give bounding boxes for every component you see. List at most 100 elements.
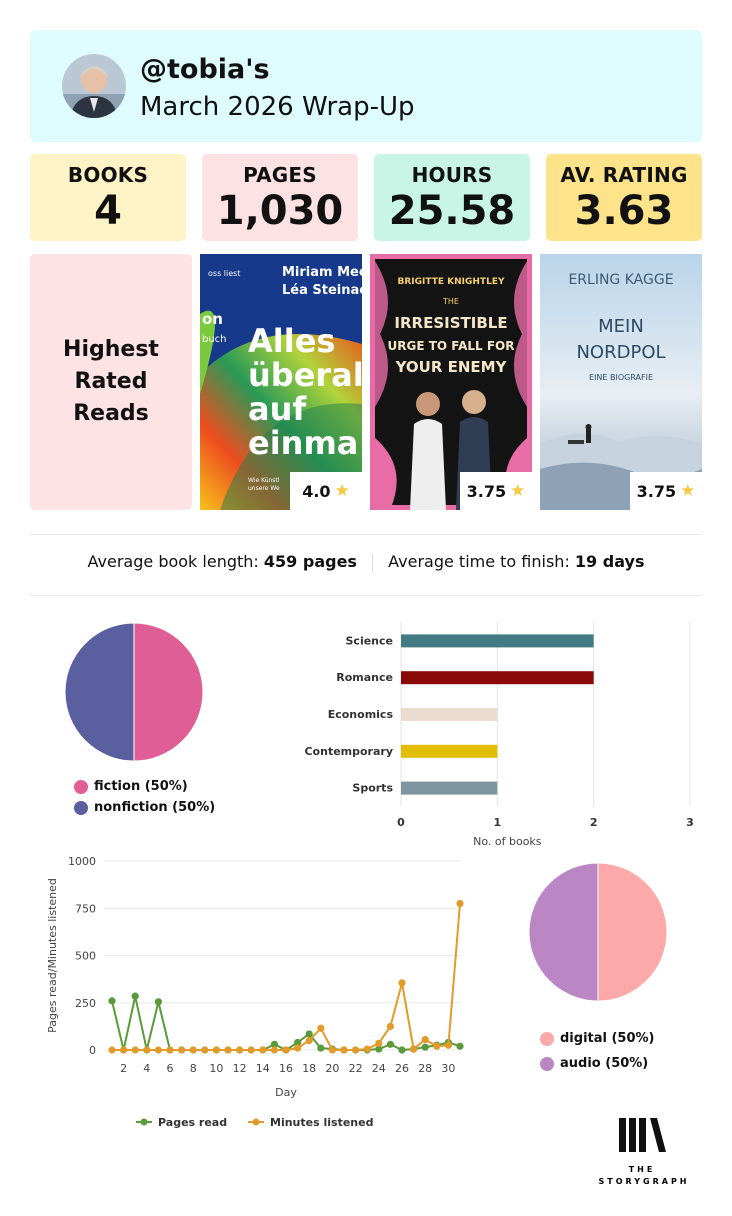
bar-category-label: Contemporary <box>304 745 393 758</box>
divider <box>30 595 702 596</box>
cover-author-1: Miriam Mec <box>282 265 362 280</box>
stat-pages: PAGES 1,030 <box>202 154 358 241</box>
fiction-pie-chart <box>64 622 204 762</box>
legend-dot <box>540 1056 554 1071</box>
line-point <box>375 1039 383 1047</box>
cover-side: on <box>202 310 223 328</box>
book-rating-value: 3.75 <box>636 481 677 501</box>
line-x-tick-label: 12 <box>233 1062 247 1075</box>
stat-hours: HOURS 25.58 <box>374 154 530 241</box>
fiction-pie-slice-1 <box>64 622 135 762</box>
cover-author: ERLING KAGGE <box>568 272 673 288</box>
stat-label: AV. RATING <box>560 163 688 187</box>
line-y-axis-label: Pages read/Minutes listened <box>46 878 59 1033</box>
line-point <box>328 1046 336 1054</box>
avatar[interactable] <box>62 54 126 118</box>
avg-time-value: 19 days <box>574 552 645 571</box>
star-icon: ★ <box>334 481 350 501</box>
cover-author: BRIGITTE KNIGHTLEY <box>398 277 505 287</box>
stat-value: 1,030 <box>216 188 344 234</box>
line-x-tick-label: 10 <box>209 1062 223 1075</box>
line-point <box>317 1044 325 1052</box>
stat-label: HOURS <box>411 163 493 187</box>
line-point <box>189 1046 197 1054</box>
bar-economics <box>401 708 498 721</box>
legend-dot <box>74 800 88 815</box>
cover-corner: oss liest <box>208 269 240 278</box>
line-point <box>294 1038 302 1047</box>
book-rating-value: 4.0 <box>302 481 331 501</box>
legend-label: fiction (50%) <box>94 779 188 794</box>
line-x-tick-label: 28 <box>418 1062 432 1075</box>
line-legend-label: Minutes listened <box>270 1116 373 1129</box>
book-rating-badge: 3.75 ★ <box>630 472 702 510</box>
book-cover-3[interactable]: ERLING KAGGE MEIN NORDPOL EINE BIOGRAFIE… <box>540 254 702 510</box>
line-x-tick-label: 30 <box>441 1062 455 1075</box>
line-x-tick-label: 18 <box>302 1062 316 1075</box>
book-cover-2[interactable]: BRIGITTE KNIGHTLEY THE IRRESISTIBLE URGE… <box>370 254 532 510</box>
cover-title-1: MEIN <box>598 316 644 337</box>
line-legend-marker <box>252 1118 260 1126</box>
line-point <box>317 1024 325 1032</box>
line-point <box>433 1042 441 1050</box>
line-point <box>410 1045 418 1053</box>
line-legend-label: Pages read <box>158 1116 227 1129</box>
legend-label: nonfiction (50%) <box>94 800 216 815</box>
book-cover-art-2: BRIGITTE KNIGHTLEY THE IRRESISTIBLE URGE… <box>370 254 532 510</box>
highest-rated-heading: Highest Rated Reads <box>30 254 192 510</box>
bar-sports <box>401 781 498 795</box>
cover-title-2: URGE TO FALL FOR <box>388 339 515 353</box>
cover-title-3: YOUR ENEMY <box>395 358 508 376</box>
line-point <box>143 1046 151 1054</box>
line-point <box>282 1046 290 1054</box>
wrap-up-title: March 2026 Wrap-Up <box>140 92 415 122</box>
format-pie-chart <box>528 862 668 1002</box>
line-point <box>421 1036 429 1044</box>
line-point <box>421 1043 429 1051</box>
bar-tick-label: 3 <box>686 816 694 829</box>
legend-dot <box>74 779 88 794</box>
bar-tick-label: 1 <box>494 816 502 829</box>
bar-category-label: Economics <box>328 708 394 721</box>
line-point <box>305 1036 313 1045</box>
cover-article: THE <box>442 297 459 306</box>
book-cover-1[interactable]: oss liest Miriam Mec Léa Steinac on buch… <box>200 254 362 510</box>
genre-bar-chart: 0 1 2 3 Science Romance Economics Contemporary S… <box>304 622 694 848</box>
stat-label: BOOKS <box>67 163 149 187</box>
line-point <box>131 1046 139 1054</box>
bar-category-label: Romance <box>336 671 393 684</box>
line-series-0 <box>111 995 461 1052</box>
line-y-tick-label: 250 <box>75 997 96 1010</box>
logo-line-1: THE <box>629 1165 656 1174</box>
line-x-tick-label: 24 <box>372 1062 386 1075</box>
legend-item-fiction: fiction (50%) <box>74 779 188 794</box>
cover-title-2: NORDPOL <box>576 342 665 363</box>
avg-length-label: Average book length: <box>87 552 259 571</box>
line-point <box>386 1040 394 1048</box>
line-point <box>201 1046 209 1054</box>
avg-length-value: 459 pages <box>263 552 357 571</box>
line-point <box>444 1041 452 1049</box>
stat-books: BOOKS 4 <box>30 154 186 241</box>
bar-tick-label: 0 <box>397 816 405 829</box>
line-y-tick-label: 0 <box>89 1044 96 1057</box>
line-point <box>386 1022 394 1030</box>
bar-tick-label: 2 <box>590 816 598 829</box>
star-icon: ★ <box>510 481 526 501</box>
stat-value: 3.63 <box>574 188 674 234</box>
legend-item-audio: audio (50%) <box>540 1056 648 1071</box>
format-pie-slice-0 <box>597 862 668 1002</box>
line-point <box>108 997 116 1005</box>
cover-subtitle: EINE BIOGRAFIE <box>589 373 653 382</box>
line-x-tick-label: 20 <box>325 1062 339 1075</box>
line-legend-marker <box>140 1118 148 1126</box>
legend-item-digital: digital (50%) <box>540 1031 655 1046</box>
wrap-up-header: @tobia's March 2026 Wrap-Up <box>30 30 702 142</box>
line-x-tick-label: 8 <box>190 1062 197 1075</box>
bar-category-label: Science <box>346 634 394 647</box>
line-point <box>178 1046 186 1054</box>
line-point <box>212 1046 220 1054</box>
bar-contemporary <box>401 744 498 758</box>
legend-dot <box>540 1031 554 1046</box>
